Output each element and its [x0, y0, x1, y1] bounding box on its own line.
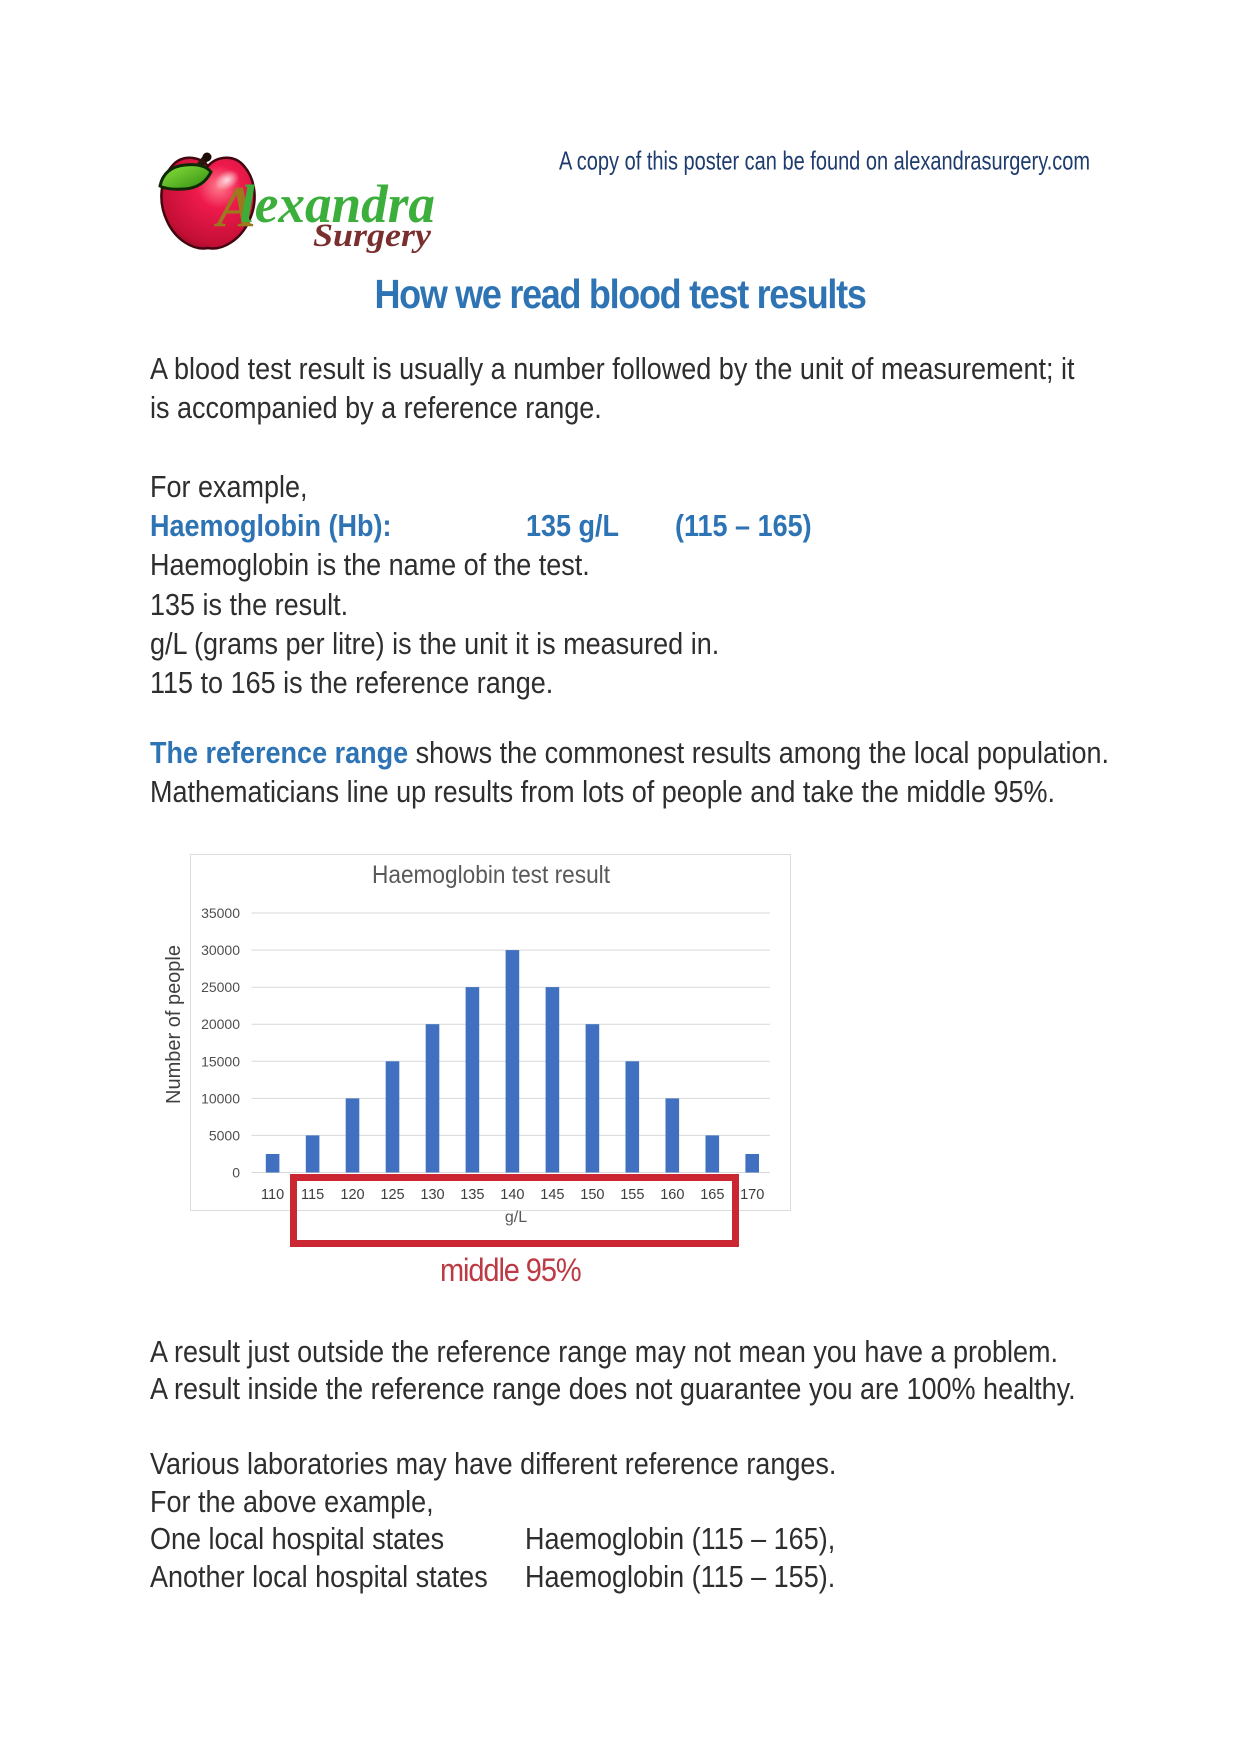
- svg-text:115: 115: [301, 1187, 324, 1203]
- svg-text:30000: 30000: [201, 942, 240, 958]
- svg-text:20000: 20000: [201, 1016, 240, 1032]
- svg-text:15000: 15000: [201, 1053, 240, 1069]
- svg-text:0: 0: [232, 1165, 240, 1181]
- svg-text:120: 120: [340, 1187, 364, 1203]
- svg-text:A: A: [214, 174, 256, 239]
- svg-text:lexandra: lexandra: [240, 174, 435, 234]
- svg-text:150: 150: [580, 1187, 604, 1203]
- svg-text:145: 145: [540, 1187, 564, 1203]
- svg-text:160: 160: [660, 1187, 684, 1203]
- svg-text:140: 140: [500, 1187, 524, 1203]
- svg-text:135: 135: [460, 1187, 484, 1203]
- svg-text:165: 165: [700, 1187, 724, 1203]
- svg-text:g/L: g/L: [505, 1209, 527, 1226]
- svg-text:Number of people: Number of people: [163, 945, 185, 1104]
- svg-text:Surgery: Surgery: [313, 218, 431, 254]
- svg-text:10000: 10000: [201, 1090, 240, 1106]
- svg-text:110: 110: [261, 1187, 284, 1203]
- svg-text:25000: 25000: [201, 979, 240, 995]
- svg-text:170: 170: [740, 1187, 764, 1203]
- svg-text:Haemoglobin test result: Haemoglobin test result: [372, 861, 610, 889]
- svg-text:35000: 35000: [201, 905, 240, 921]
- svg-text:155: 155: [620, 1187, 644, 1203]
- svg-text:130: 130: [420, 1187, 444, 1203]
- svg-text:125: 125: [380, 1187, 404, 1203]
- svg-text:5000: 5000: [209, 1127, 240, 1143]
